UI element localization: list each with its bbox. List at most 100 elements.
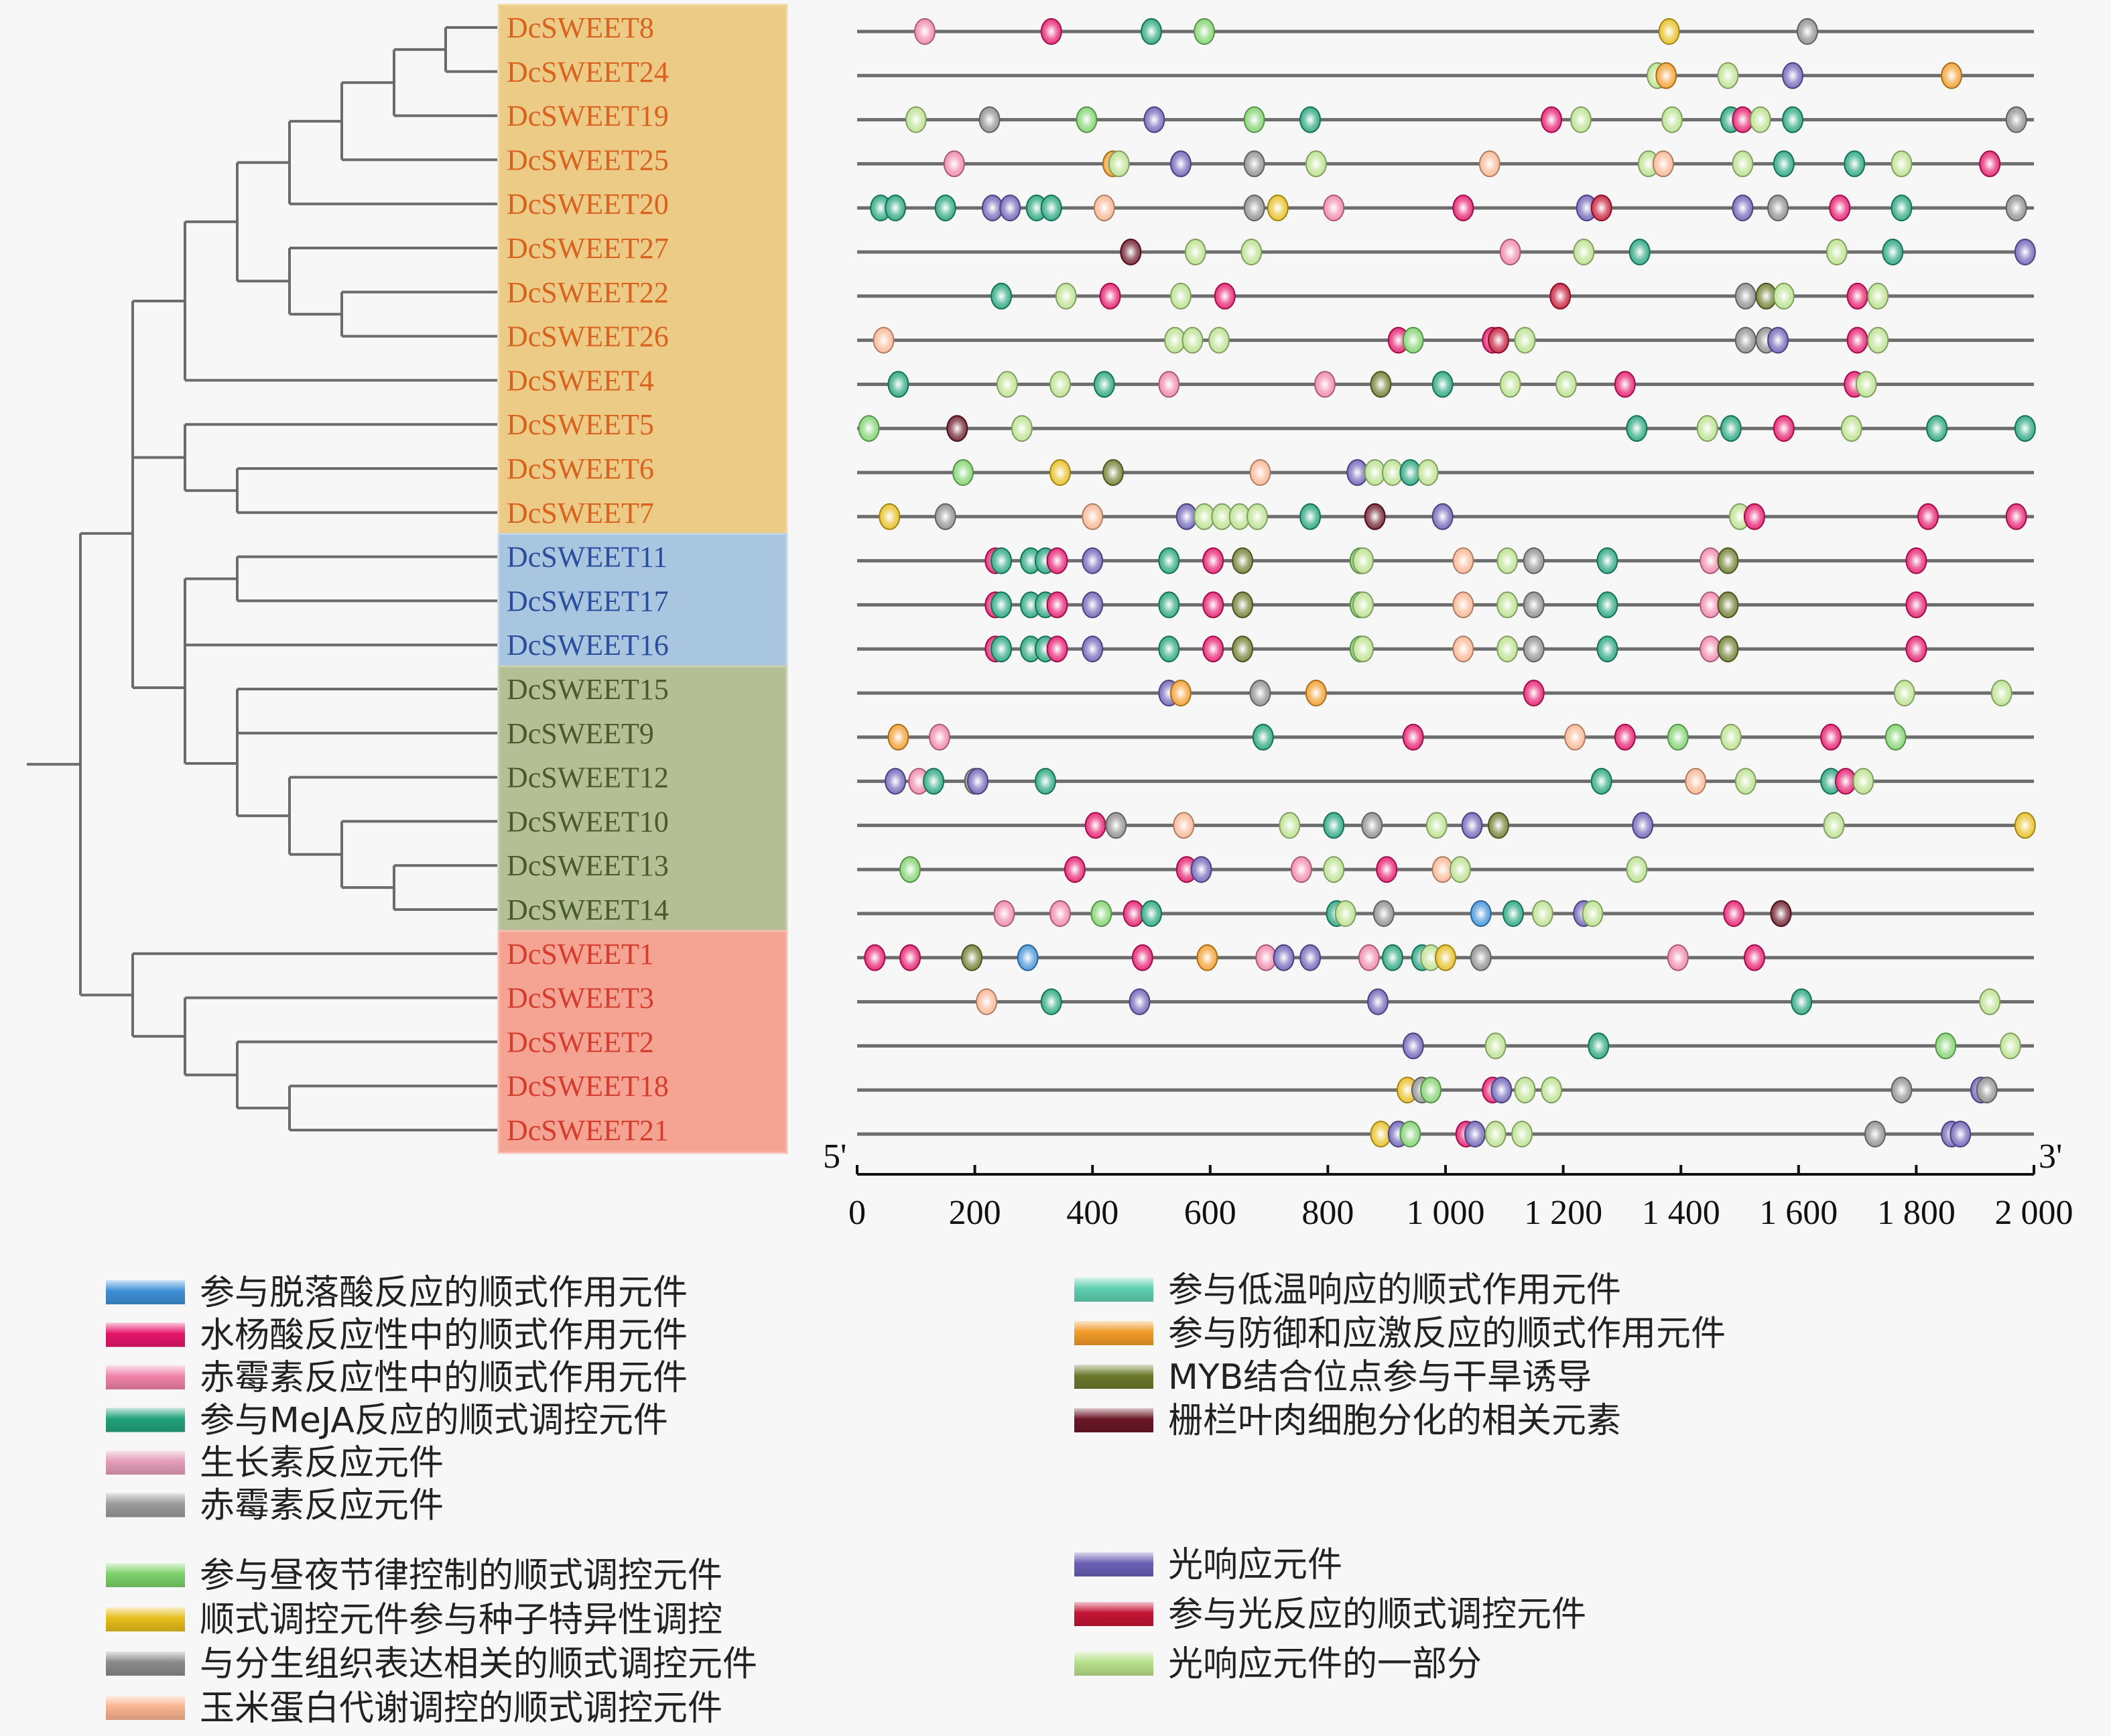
cis-element-light-part [1055, 282, 1077, 310]
cis-element-defense [1196, 944, 1218, 971]
cis-element-palisade [1120, 239, 1142, 265]
cis-element-meja [990, 547, 1013, 574]
cis-element-day-night [1667, 723, 1689, 751]
cis-element-meristem [1523, 635, 1545, 663]
cis-element-meja [990, 282, 1013, 310]
promoter-track [857, 767, 2034, 795]
cis-element-salicylic [1214, 282, 1236, 310]
cis-element-light-part [1734, 767, 1756, 795]
tree-branch [184, 423, 497, 492]
cis-element-salicylic [1723, 900, 1745, 927]
axis-tick-label: 400 [1066, 1194, 1118, 1232]
legend-swatch [106, 1696, 185, 1720]
gene-label: DcSWEET20 [507, 188, 669, 221]
cis-element-myb [961, 944, 983, 971]
cis-element-light [1949, 1121, 1972, 1148]
promoter-track [857, 18, 2034, 45]
gene-label: DcSWEET10 [507, 805, 669, 838]
cis-element-light [1490, 1076, 1513, 1104]
cis-element-gibberellin-ga [943, 150, 965, 178]
gene-label: DcSWEET4 [507, 364, 654, 397]
cis-element-seed-specific [1267, 194, 1289, 222]
gene-label: DcSWEET17 [507, 584, 669, 617]
cis-element-myb [1488, 812, 1510, 839]
cis-element-maize-zein [976, 988, 998, 1015]
cis-element-salicylic [1099, 282, 1121, 310]
cis-element-salicylic [1046, 547, 1068, 574]
promoter-track [857, 680, 2034, 706]
tree-branch [236, 710, 290, 818]
tree-branch [393, 864, 497, 911]
cis-element-defense [1169, 680, 1192, 706]
cis-element-light-part [996, 371, 1018, 398]
promoter-track [857, 239, 2036, 265]
promoter-track [857, 371, 2034, 398]
cis-element-meristem [978, 106, 1001, 133]
cis-element-light-part [1582, 900, 1604, 927]
cis-element-meja [1141, 18, 1162, 45]
cis-element-maize-zein [1564, 723, 1586, 751]
cis-element-defense [1655, 62, 1677, 89]
group-box-green [497, 665, 788, 934]
gene-label: DcSWEET25 [507, 143, 669, 176]
cis-element-salicylic [1829, 194, 1851, 222]
cis-element-light [1273, 944, 1295, 971]
cis-element-salicylic [1523, 680, 1545, 706]
cis-element-meja [1299, 503, 1322, 530]
legend-item-maize-zein: 玉米蛋白代谢调控的顺式调控元件 [106, 1688, 722, 1729]
cis-element-light-part [1449, 856, 1471, 883]
legend-swatch [106, 1493, 185, 1517]
cis-element-light-part [1334, 900, 1356, 927]
cis-element-light-part [1352, 547, 1374, 574]
cis-element-light-part [1852, 767, 1874, 795]
cis-element-light [1143, 106, 1165, 133]
tree-branch [79, 532, 133, 997]
cis-element-day-night [1884, 723, 1907, 751]
tree-branch [288, 247, 497, 316]
cis-element-palisade [1364, 503, 1386, 530]
gene-label: DcSWEET7 [507, 497, 654, 530]
cis-element-salicylic [1402, 723, 1424, 751]
cis-element-maize-zein [1685, 767, 1707, 795]
cis-element-light-resp [1590, 194, 1612, 222]
cis-element-meristem [1249, 680, 1271, 706]
legend-swatch [106, 1607, 185, 1631]
cis-element-meristem [1864, 1121, 1886, 1148]
legend-item-light-resp: 参与光反应的顺式调控元件 [1074, 1595, 1586, 1635]
tree-branch [340, 290, 497, 338]
cis-element-light-part [1484, 1032, 1507, 1060]
cis-element-gibberellin-ga [1667, 944, 1689, 971]
cis-element-gibberellin-ga [1314, 371, 1336, 398]
group-box-red [497, 930, 788, 1154]
gene-label: DcSWEET12 [507, 761, 669, 794]
legend-label: 参与防御和应激反应的顺式作用元件 [1168, 1314, 1726, 1354]
cis-element-meja [1040, 194, 1062, 222]
legend-label: 光响应元件的一部分 [1168, 1644, 1482, 1684]
legend-swatch [1074, 1278, 1153, 1302]
cis-element-meristem [1891, 1076, 1913, 1104]
cis-element-light-part [1867, 282, 1889, 310]
cis-element-maize-zein [1173, 812, 1195, 839]
legend-item-gibberellin: 赤霉素反应元件 [106, 1486, 444, 1526]
cis-element-salicylic [1614, 371, 1636, 398]
promoter-track [857, 503, 2034, 530]
tree-branch [236, 688, 497, 735]
three-prime-label: 3' [2039, 1137, 2062, 1176]
tree-branch [288, 1084, 497, 1131]
cis-element-light-part [1514, 1076, 1536, 1104]
tree-branch [340, 820, 497, 889]
legend-item-palisade: 栅栏叶肉细胞分化的相关元素 [1074, 1401, 1621, 1441]
axis-tick-label: 1 400 [1642, 1194, 1720, 1232]
cis-element-salicylic [1046, 591, 1068, 619]
legend-item-salicylic: 水杨酸反应性中的顺式作用元件 [106, 1316, 688, 1356]
cis-element-maize-zein [1082, 503, 1104, 530]
cis-element-seed-specific [2014, 812, 2036, 839]
gene-label: DcSWEET26 [507, 320, 669, 353]
cis-element-light-part [1352, 635, 1374, 663]
cis-element-meja [1502, 900, 1524, 927]
cis-element-myb [1717, 591, 1739, 619]
cis-element-meja [1773, 150, 1795, 178]
cis-element-myb [1717, 635, 1739, 663]
cis-element-meristem [1976, 1076, 1998, 1104]
